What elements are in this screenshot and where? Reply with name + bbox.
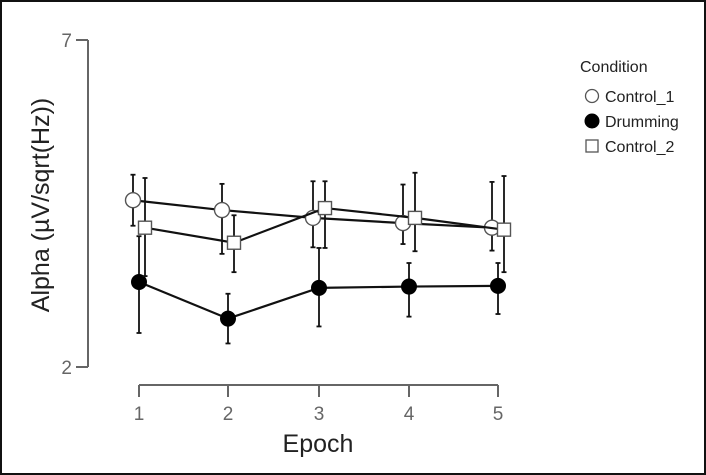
open-square-marker xyxy=(317,200,333,216)
legend-item-control-2: Control_2 xyxy=(585,139,674,156)
legend-label: Drumming xyxy=(605,114,679,131)
legend: Condition Control_1 Drumming Control_2 xyxy=(580,59,679,156)
open-square-marker xyxy=(137,220,153,235)
legend-title: Condition xyxy=(580,59,648,76)
x-tick-label: 5 xyxy=(493,404,504,425)
open-circle-icon xyxy=(584,88,600,104)
y-tick-label: 2 xyxy=(61,358,72,379)
y-axis-title: Alpha (µV/sqrt(Hz)) xyxy=(27,98,55,312)
legend-label: Control_1 xyxy=(605,89,674,106)
series-control-1 xyxy=(124,173,501,255)
y-tick-label: 7 xyxy=(61,31,72,52)
open-square-marker xyxy=(226,235,242,250)
filled-circle-icon xyxy=(584,113,600,129)
filled-circle-marker xyxy=(220,310,236,327)
legend-item-control-1: Control_1 xyxy=(584,88,674,106)
series-control-2 xyxy=(137,171,512,277)
filled-circle-marker xyxy=(490,277,506,294)
x-tick-label: 1 xyxy=(134,404,145,425)
plot-area xyxy=(124,171,512,345)
x-tick-label: 3 xyxy=(314,404,325,425)
open-square-marker xyxy=(496,222,512,237)
filled-circle-marker xyxy=(401,278,417,295)
filled-circle-marker xyxy=(311,279,327,296)
x-tick-label: 2 xyxy=(223,404,234,425)
legend-item-drumming: Drumming xyxy=(584,113,679,131)
x-axis-title: Epoch xyxy=(283,430,354,458)
open-square-icon xyxy=(585,139,599,153)
x-axis: 1 2 3 4 5 xyxy=(134,384,504,425)
open-square-marker xyxy=(407,210,423,226)
y-axis: 27 xyxy=(61,31,89,379)
filled-circle-marker xyxy=(131,273,147,290)
open-circle-marker xyxy=(213,201,231,219)
legend-label: Control_2 xyxy=(605,139,674,156)
open-circle-marker xyxy=(124,192,142,209)
series-drumming xyxy=(131,235,506,345)
x-tick-label: 4 xyxy=(404,404,415,425)
